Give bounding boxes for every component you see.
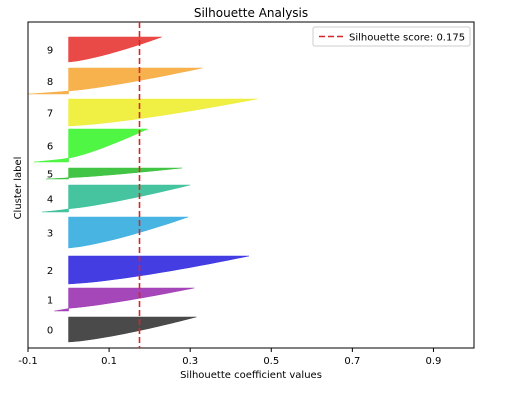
silhouette-cluster-0 xyxy=(68,316,197,343)
silhouette-cluster-7 xyxy=(68,98,258,127)
x-tick-label: 0.3 xyxy=(182,356,198,367)
x-tick-label: 0.1 xyxy=(101,356,117,367)
x-tick-label: -0.1 xyxy=(18,356,38,367)
x-tick-label: 0.5 xyxy=(263,356,279,367)
x-tick-label: 0.7 xyxy=(344,356,360,367)
cluster-label-1: 1 xyxy=(47,296,53,307)
silhouette-cluster-3 xyxy=(68,216,189,249)
plot-marks: 0 1 2 3 4 5 6 7 8 9 xyxy=(27,36,258,343)
cluster-label-8: 8 xyxy=(47,77,53,88)
cluster-label-7: 7 xyxy=(47,109,53,120)
y-axis-label: Cluster label xyxy=(13,157,24,220)
x-axis: -0.1 0.1 0.3 0.5 0.7 0.9 xyxy=(18,348,441,367)
silhouette-cluster-9 xyxy=(68,36,162,63)
legend-box xyxy=(312,26,471,47)
chart-title: Silhouette Analysis xyxy=(194,6,308,20)
silhouette-cluster-1 xyxy=(54,287,195,312)
cluster-label-0: 0 xyxy=(47,326,53,337)
cluster-label-4: 4 xyxy=(47,195,53,206)
cluster-label-3: 3 xyxy=(47,229,53,240)
silhouette-cluster-5 xyxy=(46,167,183,180)
legend: Silhouette score: 0.175 xyxy=(312,26,471,47)
legend-label: Silhouette score: 0.175 xyxy=(349,33,465,44)
cluster-label-5: 5 xyxy=(47,170,53,181)
silhouette-cluster-2 xyxy=(68,255,250,285)
cluster-label-6: 6 xyxy=(47,142,53,153)
cluster-label-2: 2 xyxy=(47,266,53,277)
cluster-label-9: 9 xyxy=(47,46,53,57)
x-tick-label: 0.9 xyxy=(426,356,442,367)
silhouette-cluster-8 xyxy=(27,67,203,95)
silhouette-cluster-6 xyxy=(34,128,148,163)
x-axis-label: Silhouette coefficient values xyxy=(180,370,322,381)
plot-frame xyxy=(27,21,475,349)
silhouette-cluster-4 xyxy=(42,184,191,213)
